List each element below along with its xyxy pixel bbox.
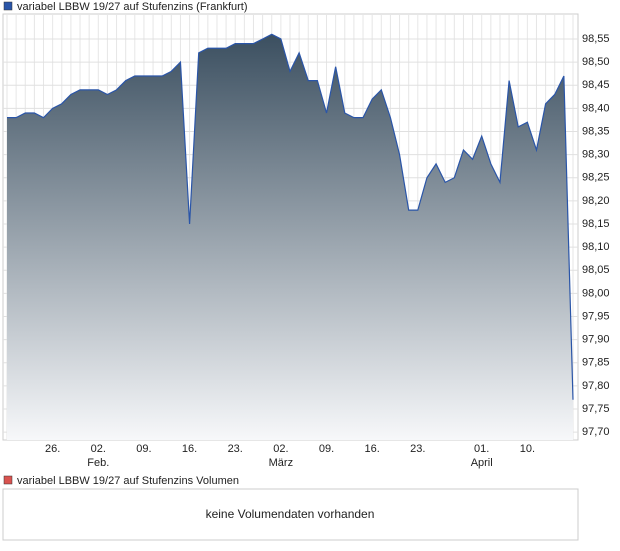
x-tick-label: 23. [410,443,425,455]
x-tick-label: 10. [520,443,535,455]
x-month-label: März [269,457,293,469]
y-tick-label: 98,20 [582,195,610,207]
y-tick-label: 98,05 [582,264,610,276]
y-tick-label: 98,50 [582,56,610,68]
y-tick-label: 98,40 [582,102,610,114]
area-fill [7,34,573,440]
y-tick-label: 97,80 [582,380,610,392]
y-tick-label: 98,55 [582,33,610,45]
legend-swatch [3,1,13,11]
volume-legend-swatch [3,475,13,485]
x-tick-label: 23. [228,443,243,455]
x-tick-label: 09. [136,443,151,455]
y-tick-label: 98,25 [582,172,610,184]
y-tick-label: 98,35 [582,125,610,137]
x-tick-label: 16. [365,443,380,455]
x-tick-label: 09. [319,443,334,455]
y-tick-label: 97,75 [582,403,610,415]
x-month-label: Feb. [87,457,109,469]
y-tick-label: 97,95 [582,310,610,322]
y-tick-label: 97,70 [582,426,610,438]
y-tick-label: 98,10 [582,241,610,253]
x-month-label: April [471,457,493,469]
volume-legend-label: variabel LBBW 19/27 auf Stufenzins Volum… [17,475,239,487]
price-line [7,33,574,400]
x-tick-label: 02. [273,443,288,455]
y-tick-label: 98,00 [582,287,610,299]
volume-message: keine Volumendaten vorhanden [206,507,375,521]
x-tick-label: 02. [91,443,106,455]
y-tick-label: 97,90 [582,334,610,346]
y-tick-label: 98,15 [582,218,610,230]
x-tick-label: 26. [45,443,60,455]
x-tick-label: 16. [182,443,197,455]
y-tick-label: 97,85 [582,357,610,369]
y-tick-label: 98,45 [582,79,610,91]
legend-label: variabel LBBW 19/27 auf Stufenzins (Fran… [17,1,248,13]
x-tick-label: 01. [474,443,489,455]
y-tick-label: 98,30 [582,149,610,161]
volume-panel [2,488,579,541]
